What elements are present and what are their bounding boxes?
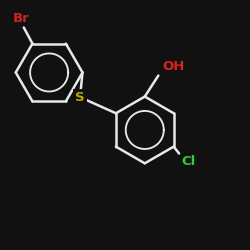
Text: OH: OH: [162, 60, 184, 73]
Text: Cl: Cl: [181, 155, 195, 168]
Text: S: S: [75, 91, 85, 104]
Text: Br: Br: [13, 12, 30, 25]
